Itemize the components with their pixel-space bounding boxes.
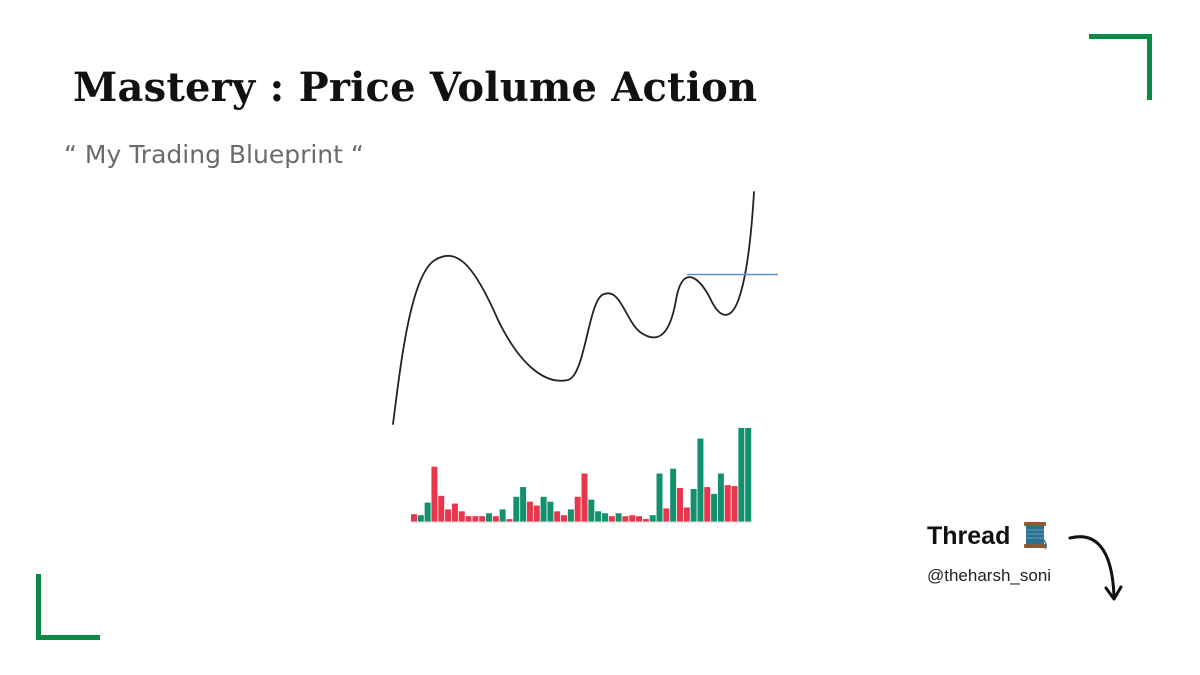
volume-bar [540, 496, 547, 522]
spool-of-thread-icon [1024, 522, 1047, 550]
volume-bar [656, 473, 663, 522]
volume-bar [472, 516, 479, 522]
author-handle: @theharsh_soni [927, 566, 1052, 585]
volume-bar [533, 505, 540, 522]
volume-bar [622, 516, 629, 522]
volume-bar [697, 438, 704, 522]
volume-bar [690, 489, 697, 522]
volume-bar [649, 515, 656, 522]
volume-bar [417, 515, 424, 522]
volume-bar [711, 493, 718, 522]
bottom-left-corner-bracket [36, 574, 100, 640]
volume-bar [567, 509, 574, 522]
volume-bar [561, 515, 568, 522]
volume-bar [636, 516, 643, 522]
volume-bar [581, 473, 588, 522]
volume-bar [438, 495, 445, 522]
volume-bar [526, 501, 533, 522]
volume-bar [629, 515, 636, 522]
volume-bar [595, 511, 602, 522]
volume-bar [479, 516, 486, 522]
volume-bar [676, 488, 683, 522]
volume-bar [554, 511, 561, 522]
price-volume-chart [392, 191, 778, 523]
volume-bar [445, 509, 452, 522]
volume-bar [642, 519, 649, 522]
volume-bar [424, 502, 431, 522]
volume-bar [588, 499, 595, 522]
volume-bar [574, 496, 581, 522]
curved-arrow-down-icon [1068, 535, 1123, 601]
volume-bar [547, 501, 554, 522]
volume-bar [670, 468, 677, 522]
thread-label: Thread [927, 522, 1011, 550]
volume-bar [465, 516, 472, 522]
volume-bar [608, 516, 615, 522]
volume-bar [683, 507, 690, 522]
volume-bar [520, 487, 527, 522]
price-line [392, 191, 755, 425]
page-subtitle: “ My Trading Blueprint “ [64, 140, 364, 169]
volume-bar [738, 427, 745, 522]
volume-bar [451, 503, 458, 522]
volume-bar [458, 511, 465, 522]
top-right-corner-bracket [1089, 34, 1152, 100]
page-title: Mastery : Price Volume Action [73, 64, 758, 111]
volume-bar [431, 466, 438, 522]
volume-bar [731, 486, 738, 522]
volume-bar [615, 513, 622, 522]
volume-bar [499, 509, 506, 522]
volume-bar [724, 485, 731, 522]
volume-bar [704, 487, 711, 522]
volume-bar [745, 427, 752, 522]
volume-bar [717, 473, 724, 522]
volume-bar [492, 516, 499, 522]
volume-bar [663, 508, 670, 522]
volume-bar [506, 519, 513, 522]
volume-bar [601, 513, 608, 522]
volume-bars [411, 427, 752, 523]
volume-bar [513, 496, 520, 522]
volume-bar [411, 514, 417, 522]
volume-bar [486, 513, 493, 522]
